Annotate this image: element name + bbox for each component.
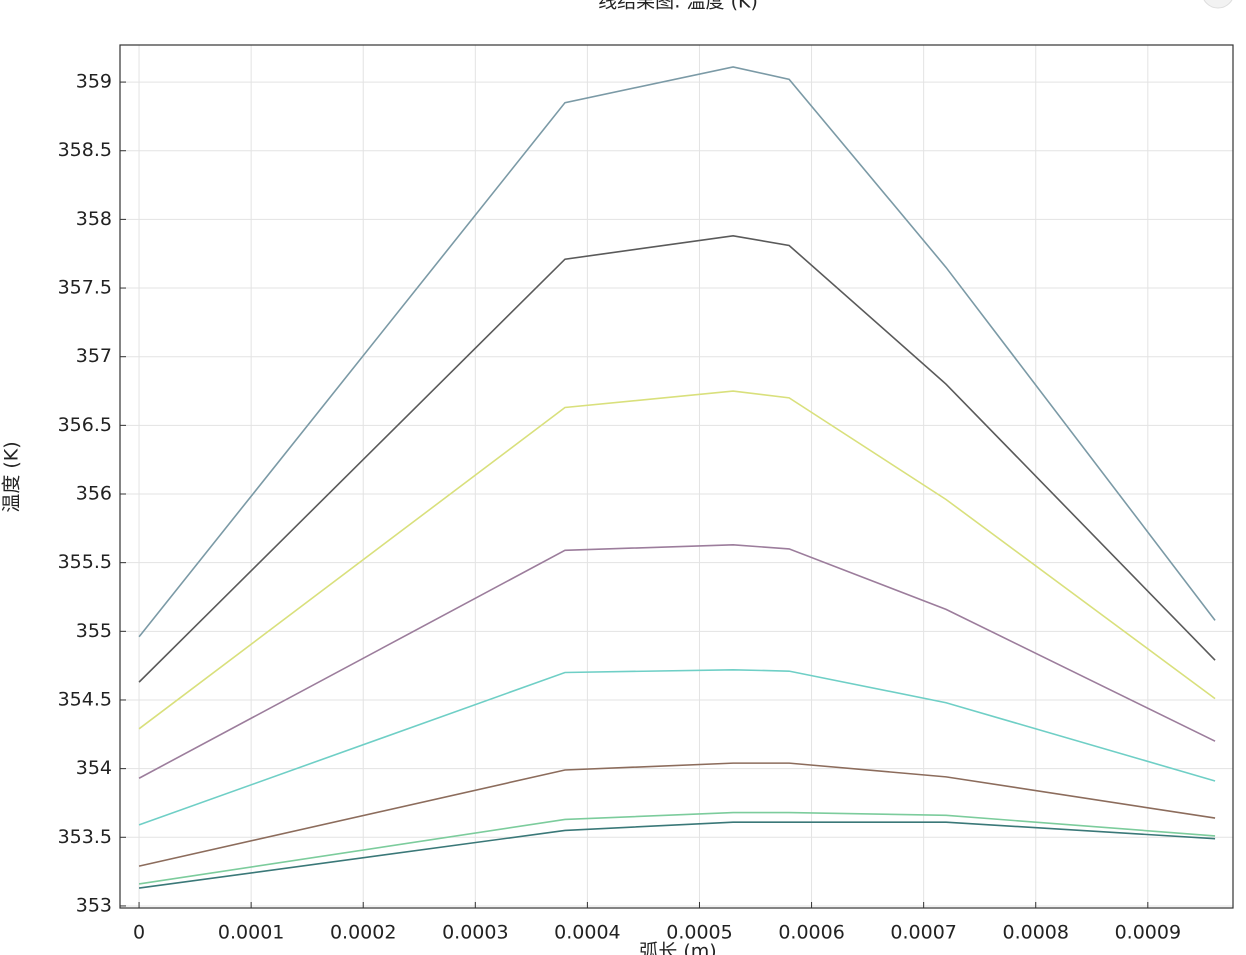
x-tick-label: 0.0005: [666, 922, 732, 944]
series-line: [138, 668, 1216, 826]
x-tick-label: 0.0002: [330, 922, 396, 944]
x-tick-label: 0: [133, 922, 145, 944]
series-line: [138, 235, 1216, 683]
x-tick-label: 0.0008: [1002, 922, 1068, 944]
series-line: [138, 811, 1216, 885]
x-tick-label: 0.0009: [1115, 922, 1181, 944]
x-axis-label: 弧长 (m): [639, 941, 716, 955]
x-tick-label: 0.0001: [218, 922, 284, 944]
y-tick-label: 353.5: [58, 826, 112, 848]
y-tick-label: 359: [76, 71, 112, 93]
y-tick-label: 358.5: [58, 139, 112, 161]
x-tick-label: 0.0007: [890, 922, 956, 944]
series-line: [138, 544, 1216, 779]
y-tick-label: 353: [76, 894, 112, 916]
y-tick-label: 356.5: [58, 414, 112, 436]
y-tick-label: 358: [76, 208, 112, 230]
y-tick-label: 354.5: [58, 688, 112, 710]
y-tick-label: 355.5: [58, 551, 112, 573]
series-line: [138, 66, 1216, 638]
y-tick-label: 354: [76, 757, 112, 779]
series-line: [138, 821, 1216, 889]
y-axis-label: 温度 (K): [1, 441, 23, 512]
x-tick-label: 0.0003: [442, 922, 508, 944]
y-tick-label: 357: [76, 345, 112, 367]
y-tick-label: 355: [76, 620, 112, 642]
chart-title: 线结果图: 温度 (K): [598, 0, 758, 13]
series-line: [138, 762, 1216, 867]
x-tick-label: 0.0006: [778, 922, 844, 944]
x-tick-label: 0.0004: [554, 922, 620, 944]
series-line: [138, 390, 1216, 730]
y-tick-label: 356: [76, 483, 112, 505]
corner-button: [1203, 0, 1233, 9]
plot-frame: [119, 44, 1234, 909]
y-tick-label: 357.5: [58, 277, 112, 299]
